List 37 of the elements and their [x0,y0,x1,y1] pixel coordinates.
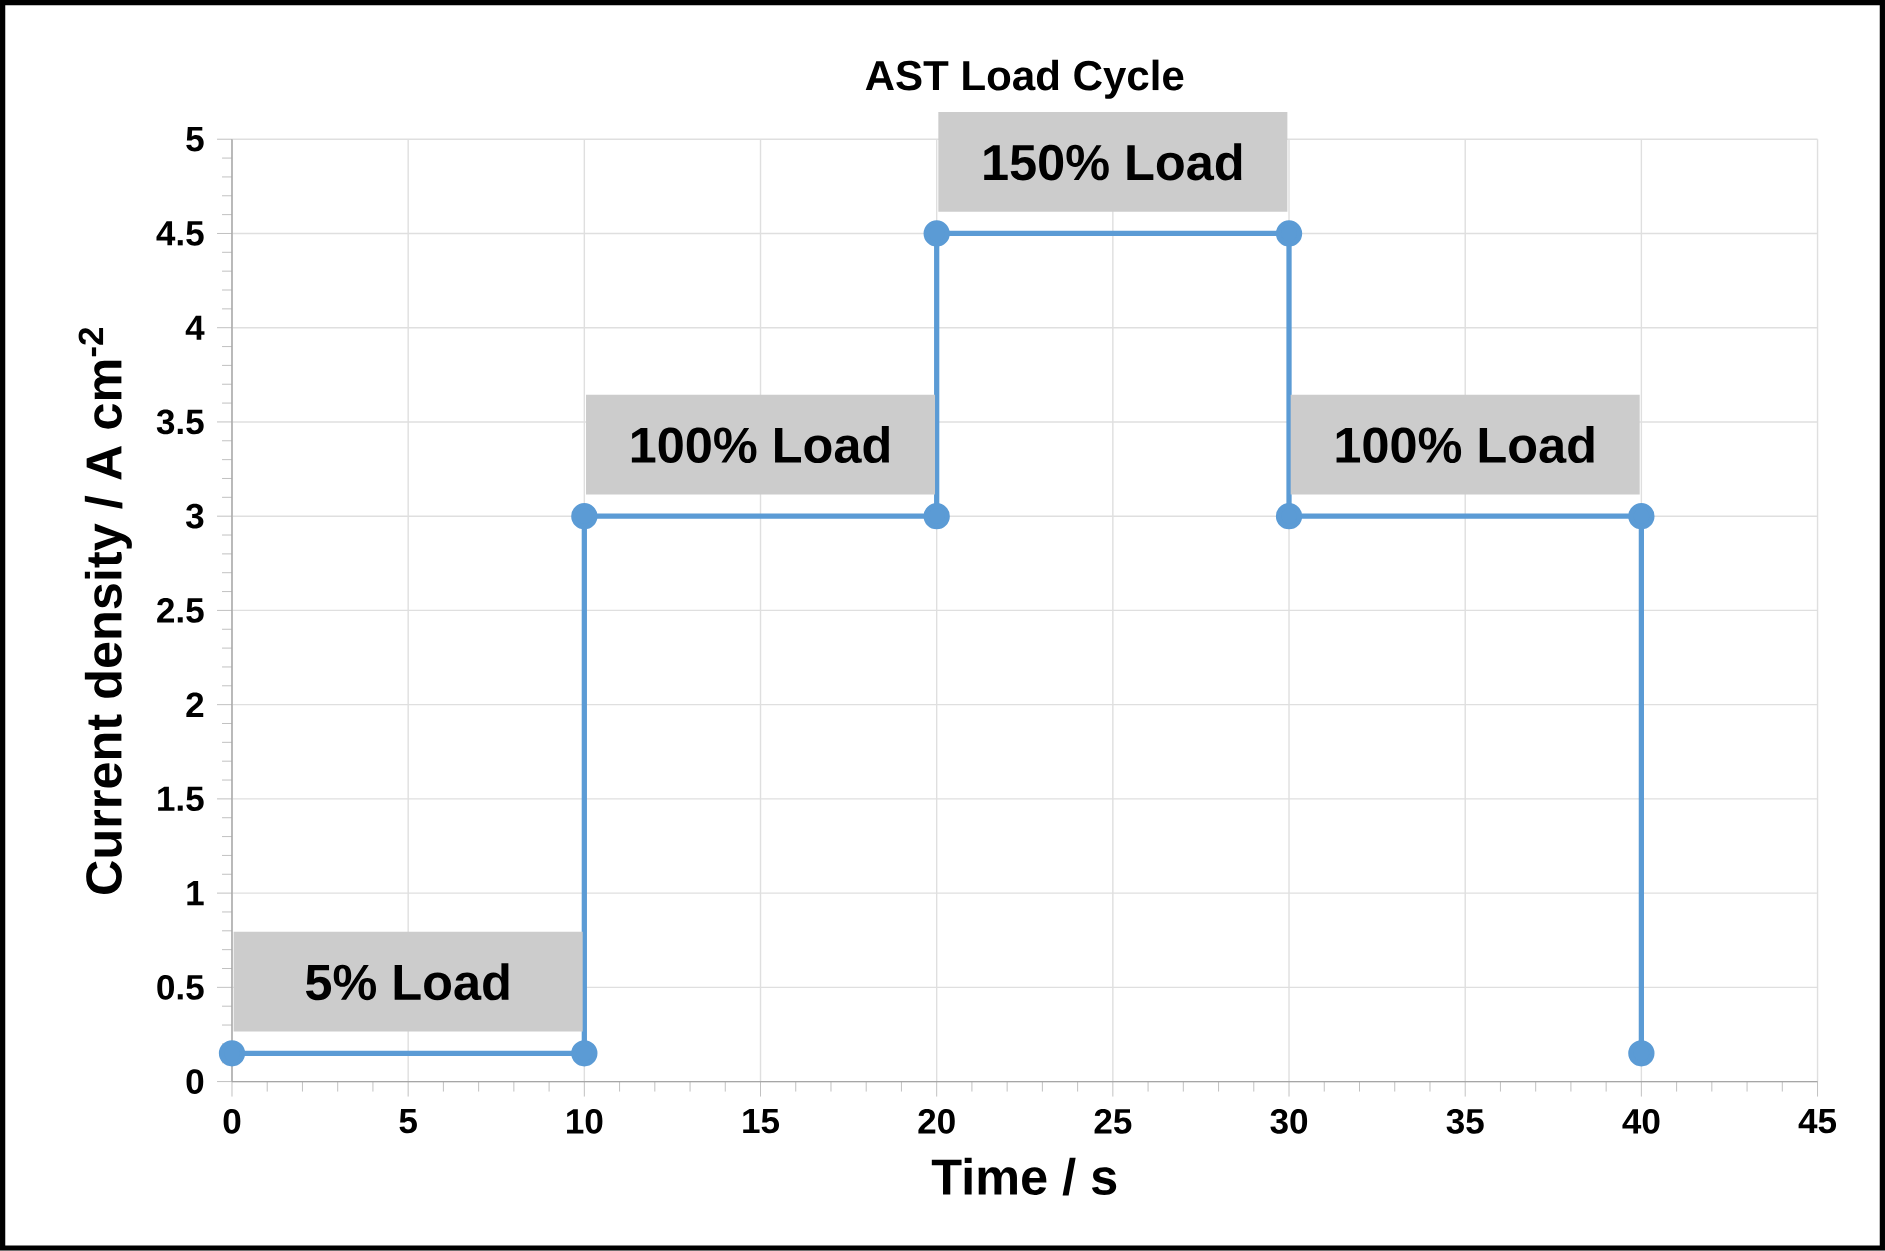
x-tick-label: 35 [1446,1109,1484,1134]
point [1628,1040,1655,1067]
point [923,220,950,247]
y-tick-label: 2.5 [157,598,204,623]
x-axis-title: Time / s [931,1158,1117,1196]
annotation: 100% Load [1336,426,1594,464]
y-tick-label: 2 [186,692,204,718]
y-tick-label: 0.5 [157,975,204,1000]
y-tick-label: 0 [186,1069,204,1095]
annotation: 100% Load [631,426,889,464]
y-tick-label: 3 [185,503,204,529]
x-tick-label: 10 [567,1109,603,1134]
x-tick-label: 45 [1798,1109,1837,1134]
point [1275,503,1303,530]
x-tick-label: 15 [743,1109,780,1134]
x-tick-label: 40 [1622,1109,1660,1134]
y-tick-label: 3.5 [156,409,204,435]
y-tick-label: 5 [186,127,204,152]
x-tick-label: 25 [1094,1109,1132,1134]
annotation: 150% Load [984,143,1242,181]
y-tick-label: 4.5 [156,221,204,246]
point [923,503,950,530]
y-tick-label: 4 [185,315,205,340]
x-tick-label: 20 [918,1109,955,1134]
point [218,1040,246,1067]
x-tick-label: 30 [1270,1109,1308,1134]
y-tick-label: 1 [187,881,204,906]
y-axis-title: Current density / A cm$^{-2}$ [78,328,132,895]
point [1275,220,1303,247]
chart-title: AST Load Cycle [865,59,1184,99]
y-tick-label: 1.5 [158,786,204,812]
x-tick-label: 0 [223,1109,241,1134]
annotation: 5% Load [305,963,509,1001]
point [571,1040,598,1067]
point [1628,503,1655,530]
point [571,503,598,530]
x-tick-label: 5 [399,1109,417,1134]
